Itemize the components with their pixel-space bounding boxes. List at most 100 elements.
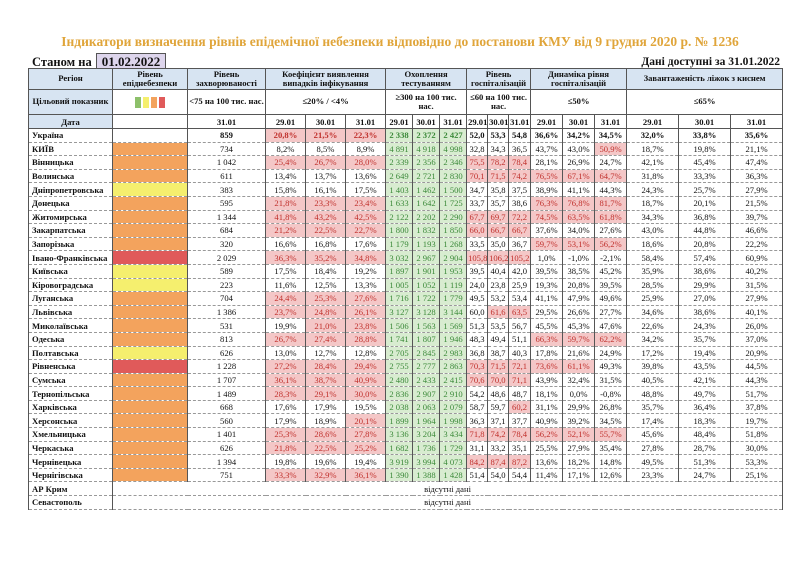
- testing-value: 1 268: [439, 236, 468, 252]
- dynamics-value: 34,2%: [562, 128, 596, 143]
- oxygen-value: 49,5%: [626, 454, 680, 469]
- infection-value: 13,3%: [344, 277, 387, 293]
- testing-value: 2 983: [439, 345, 468, 361]
- dynamics-value: 76,5%: [530, 168, 564, 184]
- cases-value: 813: [187, 331, 266, 347]
- testing-value: 4 073: [439, 454, 468, 469]
- table-row: Волинська 611 13,4% 13,7% 13,6% 2 649 2 721 2 8…: [28, 168, 784, 184]
- hosp-value: 66,7: [508, 223, 532, 238]
- green-swatch: [135, 96, 141, 108]
- table-row: Рівненська 1 228 27,2% 28,4% 29,4% 2 755 2 777…: [28, 359, 784, 374]
- dynamics-value: 64,7%: [594, 168, 628, 184]
- target-hosp: ≤60 на 100 тис. нас.: [466, 89, 532, 115]
- region-name: Хмельницька: [28, 427, 113, 442]
- dynamics-value: 41,1%: [530, 291, 564, 306]
- hosp-value: 33,2: [487, 440, 510, 456]
- table-row: Черкаська 626 21,8% 22,5% 25,2% 1 682 1 736 1 7…: [28, 440, 784, 456]
- infection-value: 16,6%: [265, 236, 306, 252]
- region-name: Чернігівська: [28, 467, 113, 483]
- table-row: Сумська 1 707 36,1% 38,7% 40,9% 2 480 2 433 2 4…: [28, 372, 784, 388]
- cases-value: 1 344: [187, 209, 266, 225]
- infection-value: 20,8%: [265, 128, 306, 143]
- dynamics-value: 53,1%: [562, 236, 596, 252]
- testing-value: 2 705: [385, 345, 414, 361]
- infection-value: 8,5%: [305, 141, 346, 157]
- hosp-value: 51,4: [466, 467, 489, 483]
- region-name: Україна: [28, 128, 113, 143]
- dynamics-value: 39,5%: [594, 277, 628, 293]
- table-row: Чернігівська 751 33,3% 32,9% 36,1% 1 390 1 388…: [28, 467, 784, 483]
- hosp-value: 71,8: [466, 427, 489, 442]
- oxygen-value: 60,9%: [730, 250, 784, 265]
- oxygen-value: 35,7%: [626, 399, 680, 415]
- dynamics-value: 40,9%: [530, 413, 564, 429]
- dynamics-value: 27,9%: [562, 440, 596, 456]
- infection-value: 17,9%: [265, 413, 306, 429]
- target-infection: ≤20% / <4%: [264, 89, 387, 115]
- testing-value: 2 079: [439, 399, 468, 415]
- region-name: Дніпропетровська: [28, 182, 113, 197]
- testing-value: 1 193: [412, 236, 441, 252]
- dynamics-value: 18,2%: [562, 454, 596, 469]
- hosp-value: 36,3: [466, 413, 489, 429]
- hosp-value: 33,7: [466, 195, 489, 211]
- hosp-value: 105,2: [508, 250, 532, 265]
- oxygen-value: 25,9%: [626, 291, 680, 306]
- dynamics-value: 12,6%: [594, 467, 628, 483]
- infection-value: 13,0%: [265, 345, 306, 361]
- testing-value: 1 563: [412, 318, 441, 333]
- infection-value: 27,8%: [344, 427, 387, 442]
- dynamics-value: 43,9%: [530, 372, 564, 388]
- oxygen-value: 37,8%: [730, 399, 784, 415]
- infection-value: 28,6%: [305, 427, 346, 442]
- oxygen-value: 36,4%: [678, 399, 732, 415]
- date-cell: 30.01: [562, 114, 596, 129]
- testing-value: 3 204: [412, 427, 441, 442]
- infection-value: 8,2%: [265, 141, 306, 157]
- testing-value: 1 403: [385, 182, 414, 197]
- region-name: Чернівецька: [28, 454, 113, 469]
- oxygen-value: 36,8%: [678, 209, 732, 225]
- level-indicator: [112, 427, 188, 442]
- cases-value: 320: [187, 236, 266, 252]
- testing-value: 2 290: [439, 209, 468, 225]
- oxygen-value: 24,7%: [678, 467, 732, 483]
- hosp-value: 31,1: [466, 440, 489, 456]
- infection-value: 40,9%: [344, 372, 387, 388]
- oxygen-value: 35,6%: [730, 128, 784, 143]
- infection-value: 11,6%: [265, 277, 306, 293]
- cases-value: 531: [187, 318, 266, 333]
- table-row: Хмельницька 1 401 25,3% 28,6% 27,8% 3 136 3 20…: [28, 427, 784, 442]
- dynamics-value: 59,7%: [562, 331, 596, 347]
- cases-value: 684: [187, 223, 266, 238]
- hosp-value: 67,7: [466, 209, 489, 225]
- target-label: Цільовий показник: [28, 89, 113, 115]
- hosp-value: 74,2: [508, 168, 532, 184]
- testing-value: 4 891: [385, 141, 414, 157]
- oxygen-value: 23,3%: [626, 467, 680, 483]
- dynamics-value: 49,3%: [594, 359, 628, 374]
- date-cell: 30.01: [487, 114, 510, 129]
- dynamics-value: 73,6%: [530, 359, 564, 374]
- infection-value: 36,1%: [344, 467, 387, 483]
- hosp-value: 36,8: [466, 345, 489, 361]
- oxygen-value: 27,0%: [678, 291, 732, 306]
- dynamics-value: 26,9%: [562, 155, 596, 170]
- testing-value: 3 919: [385, 454, 414, 469]
- level-indicator: [112, 440, 188, 456]
- cases-value: 1 401: [187, 427, 266, 442]
- oxygen-value: 28,7%: [678, 440, 732, 456]
- cases-value: 1 042: [187, 155, 266, 170]
- oxygen-value: 34,6%: [626, 304, 680, 320]
- table-row: Одеська 813 26,7% 27,4% 28,8% 1 741 1 807 1 946…: [28, 331, 784, 347]
- hosp-value: 70,0: [487, 372, 510, 388]
- infection-value: 25,4%: [265, 155, 306, 170]
- dynamics-value: -1,0%: [562, 250, 596, 265]
- oxygen-value: 38,6%: [678, 263, 732, 279]
- level-indicator: [112, 399, 188, 415]
- infection-value: 18,9%: [305, 413, 346, 429]
- infection-value: 27,2%: [265, 359, 306, 374]
- region-name: Тернопільська: [28, 386, 113, 401]
- dynamics-value: 29,9%: [562, 399, 596, 415]
- dynamics-value: -0,8%: [594, 386, 628, 401]
